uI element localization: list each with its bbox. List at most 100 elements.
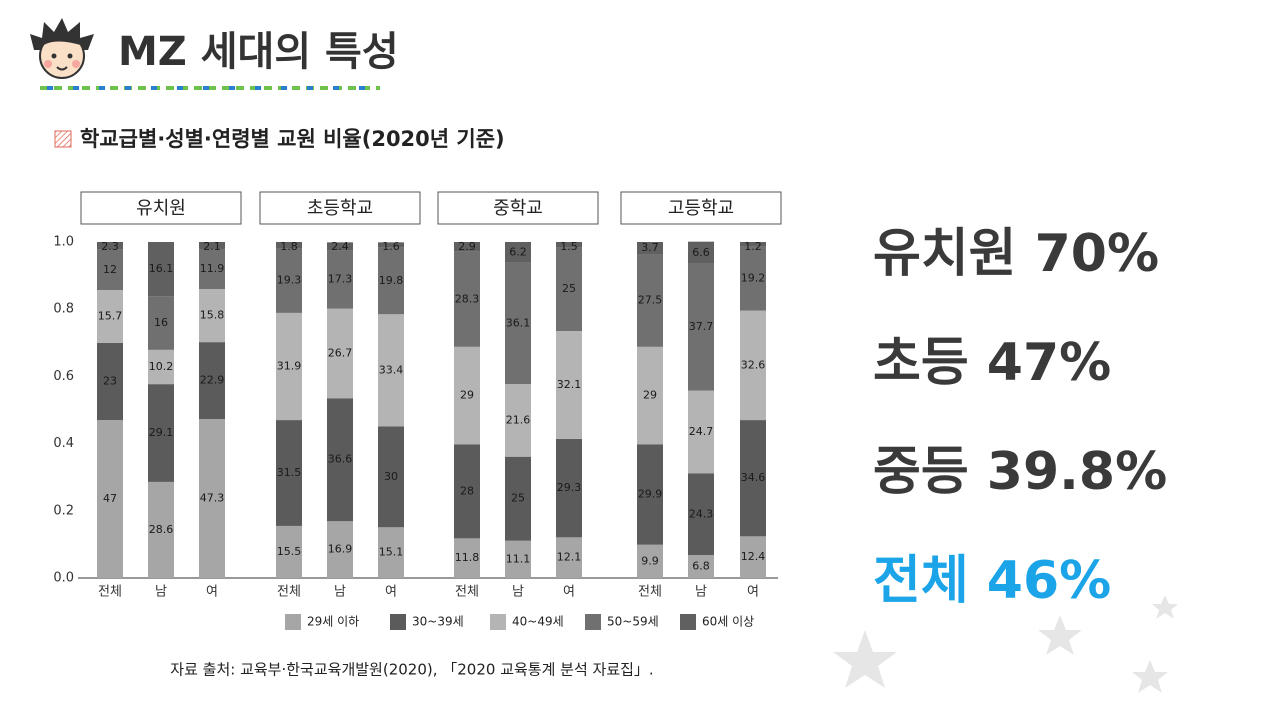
bar-segment	[740, 310, 766, 421]
value-label: 33.4	[379, 363, 404, 376]
group-header: 초등학교	[307, 198, 373, 219]
bar-segment	[378, 247, 404, 315]
group-header: 고등학교	[668, 198, 734, 219]
group-header: 중학교	[493, 198, 543, 219]
legend-label: 60세 이상	[702, 615, 754, 629]
value-label: 26.7	[328, 346, 353, 359]
bar-segment	[199, 242, 225, 250]
value-label: 29.3	[557, 481, 582, 494]
x-tick-label: 전체	[638, 585, 662, 600]
bar-segment	[97, 342, 123, 421]
legend-swatch	[585, 614, 601, 630]
value-label: 25	[562, 282, 576, 295]
value-label: 37.7	[689, 320, 714, 333]
legend-swatch	[490, 614, 506, 630]
bar-segment	[276, 525, 302, 578]
value-label: 3.7	[641, 241, 659, 254]
bar-segment	[97, 290, 123, 343]
chart-title: 학교급별·성별·연령별 교원 비율(2020년 기준)	[80, 127, 505, 151]
value-label: 12	[103, 263, 117, 276]
value-label: 19.8	[379, 274, 404, 287]
value-label: 19.2	[741, 271, 766, 284]
bar-segment	[637, 254, 663, 347]
bar-segment	[327, 308, 353, 399]
value-label: 16.9	[328, 543, 353, 556]
bar-segment	[97, 242, 123, 250]
value-label: 15.1	[379, 546, 404, 559]
x-tick-label: 남	[695, 585, 707, 600]
value-label: 21.6	[506, 413, 531, 426]
bar-segment	[740, 420, 766, 537]
value-label: 11.8	[455, 551, 480, 564]
bar-segment	[276, 242, 302, 249]
bar-segment	[556, 331, 582, 439]
bar-segment	[454, 444, 480, 539]
bar-segment	[276, 420, 302, 526]
bar-segment	[688, 555, 714, 578]
group-header-box	[259, 191, 421, 225]
value-label: 2.3	[101, 240, 119, 253]
value-label: 31.9	[277, 359, 302, 372]
bar-segment	[327, 521, 353, 578]
bar-segment	[148, 349, 174, 385]
value-label: 22.9	[200, 374, 225, 387]
bar-segment	[327, 242, 353, 251]
source: 자료 출처: 교육부·한국교육개발원(2020), 「2020 교육통계 분석 …	[170, 661, 653, 679]
bar-segment	[688, 473, 714, 556]
value-label: 9.9	[641, 554, 659, 567]
bar-segment	[637, 242, 663, 255]
value-label: 32.1	[557, 378, 582, 391]
highlight: 초등 47%	[873, 333, 1111, 393]
value-label: 27.5	[638, 294, 663, 307]
x-tick-label: 전체	[455, 585, 479, 600]
value-label: 29	[643, 389, 657, 402]
bar-segment	[454, 242, 480, 252]
value-label: 28.6	[149, 523, 174, 536]
bar-segment	[740, 246, 766, 311]
bar-segment	[505, 262, 531, 385]
x-tick-label: 전체	[277, 585, 301, 600]
bar-segment	[556, 537, 582, 578]
value-label: 30	[384, 470, 398, 483]
bar-segment	[740, 536, 766, 578]
value-label: 15.7	[98, 309, 123, 322]
bar-segment	[740, 242, 766, 247]
value-label: 1.8	[280, 240, 298, 253]
highlight: 중등 39.8%	[873, 442, 1167, 502]
group-header-box	[80, 191, 242, 225]
x-tick-label: 남	[334, 585, 346, 600]
value-label: 28	[460, 484, 474, 497]
value-label: 29.1	[149, 426, 174, 439]
x-tick-label: 전체	[98, 585, 122, 600]
bar-segment	[637, 444, 663, 545]
value-label: 36.1	[506, 316, 531, 329]
bar-segment	[688, 263, 714, 391]
bar-segment	[97, 249, 123, 291]
value-label: 25	[511, 492, 525, 505]
highlight: 전체 46%	[873, 551, 1111, 611]
bar-segment	[148, 242, 174, 297]
value-label: 24.7	[689, 425, 714, 438]
bar-segment	[199, 289, 225, 343]
value-label: 15.5	[277, 545, 302, 558]
bar-segment	[556, 242, 582, 248]
value-label: 11.1	[506, 552, 531, 565]
x-tick-label: 여	[747, 585, 759, 600]
bar-segment	[327, 398, 353, 522]
star-decoration	[833, 595, 1178, 693]
bar-segment	[688, 390, 714, 474]
x-tick-label: 남	[155, 585, 167, 600]
bar-segment	[378, 527, 404, 578]
value-label: 34.6	[741, 471, 766, 484]
x-tick-label: 여	[563, 585, 575, 600]
bar-segment	[378, 426, 404, 528]
group-header-box	[620, 191, 782, 225]
x-tick-label: 남	[512, 585, 524, 600]
bar-segment	[454, 251, 480, 347]
value-label: 2.9	[458, 240, 476, 253]
bar-segment	[637, 544, 663, 578]
value-label: 10.2	[149, 360, 174, 373]
bar-segment	[688, 241, 714, 264]
